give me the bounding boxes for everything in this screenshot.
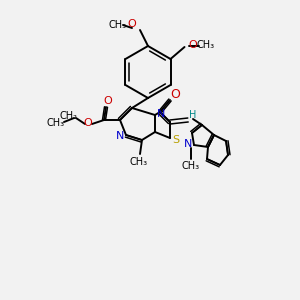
Text: CH₃: CH₃ <box>196 40 214 50</box>
Text: CH₃: CH₃ <box>47 118 65 128</box>
Text: N: N <box>157 109 165 119</box>
Text: CH₃: CH₃ <box>109 20 127 30</box>
Text: N: N <box>116 131 124 141</box>
Text: O: O <box>84 118 92 128</box>
Text: N: N <box>184 139 192 149</box>
Text: CH₃: CH₃ <box>182 161 200 171</box>
Text: O: O <box>170 88 180 101</box>
Text: O: O <box>103 96 112 106</box>
Text: O: O <box>128 19 136 29</box>
Text: O: O <box>188 40 197 50</box>
Text: H: H <box>189 110 197 120</box>
Text: CH₂: CH₂ <box>59 111 77 121</box>
Text: CH₃: CH₃ <box>130 157 148 167</box>
Text: S: S <box>172 135 180 145</box>
